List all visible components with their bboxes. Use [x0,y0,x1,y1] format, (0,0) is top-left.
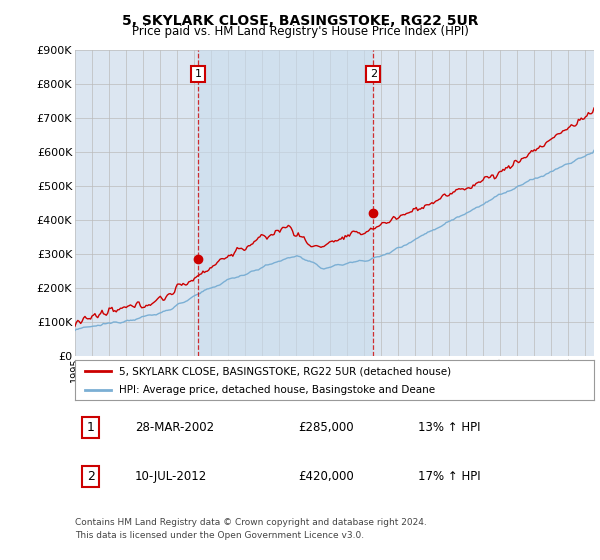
Text: 1: 1 [194,69,202,79]
Text: Contains HM Land Registry data © Crown copyright and database right 2024.
This d: Contains HM Land Registry data © Crown c… [75,518,427,539]
Text: 2: 2 [370,69,377,79]
Text: 17% ↑ HPI: 17% ↑ HPI [418,470,480,483]
Text: 10-JUL-2012: 10-JUL-2012 [134,470,207,483]
Text: 5, SKYLARK CLOSE, BASINGSTOKE, RG22 5UR: 5, SKYLARK CLOSE, BASINGSTOKE, RG22 5UR [122,14,478,28]
Text: 28-MAR-2002: 28-MAR-2002 [134,421,214,434]
Text: £420,000: £420,000 [298,470,354,483]
Text: 5, SKYLARK CLOSE, BASINGSTOKE, RG22 5UR (detached house): 5, SKYLARK CLOSE, BASINGSTOKE, RG22 5UR … [119,366,451,376]
Text: 2: 2 [86,470,95,483]
Text: £285,000: £285,000 [298,421,354,434]
Bar [198,50,373,356]
Text: HPI: Average price, detached house, Basingstoke and Deane: HPI: Average price, detached house, Basi… [119,385,435,395]
Text: Price paid vs. HM Land Registry's House Price Index (HPI): Price paid vs. HM Land Registry's House … [131,25,469,38]
Text: 13% ↑ HPI: 13% ↑ HPI [418,421,480,434]
Text: 1: 1 [86,421,95,434]
